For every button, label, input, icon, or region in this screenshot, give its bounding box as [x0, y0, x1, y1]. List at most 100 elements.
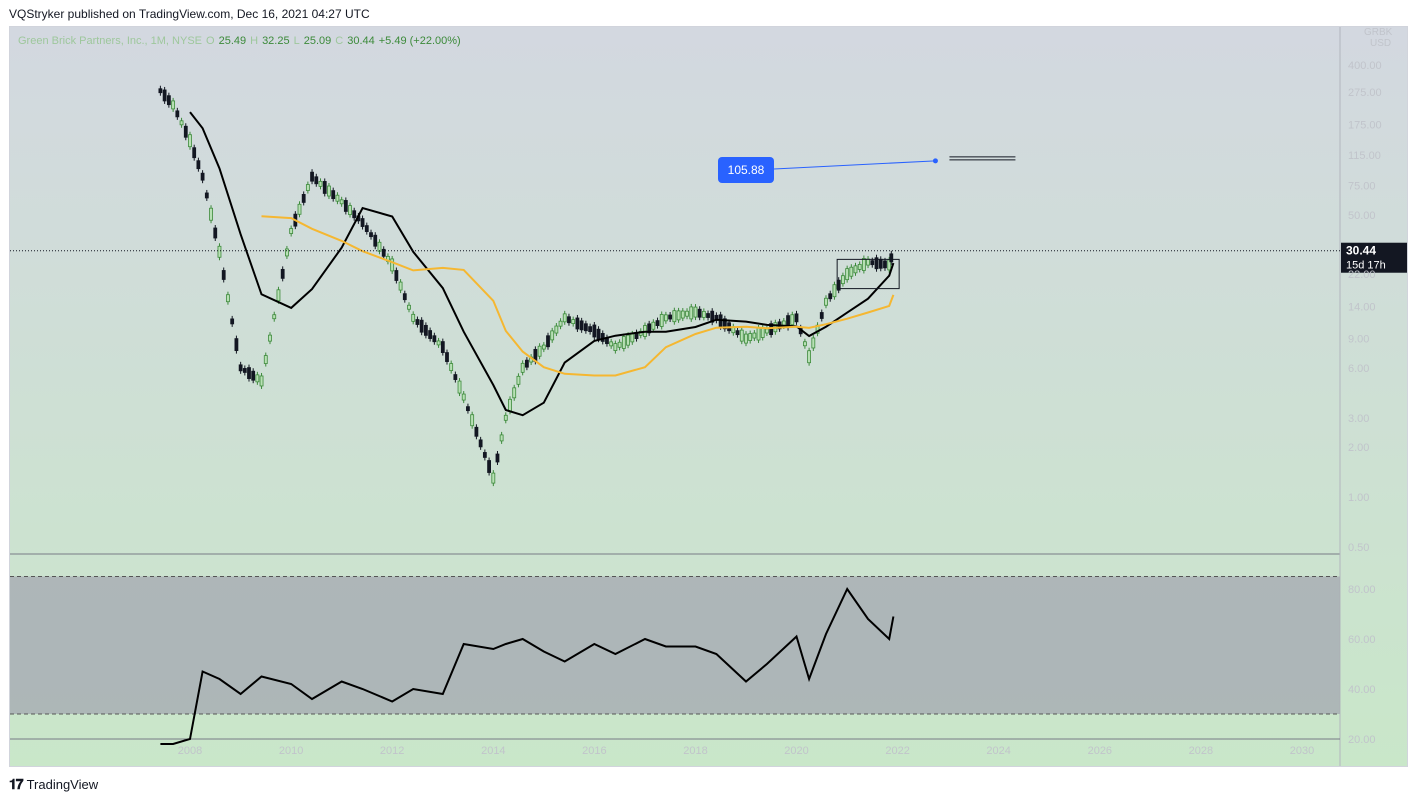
price-candle [701, 310, 706, 318]
price-candle [470, 414, 475, 427]
ma-slow-line [261, 215, 895, 377]
price-candle [255, 374, 260, 383]
footer-brand[interactable]: TradingView [26, 777, 99, 792]
price-candle [423, 324, 428, 336]
chart-frame[interactable]: 30.44 15d 17h 105.88 400.00 275.00 175.00 115.… [9, 26, 1408, 767]
price-candle [508, 398, 512, 412]
price-candle [883, 260, 887, 269]
target-connector [773, 160, 936, 170]
price-candle [744, 333, 748, 344]
price-candle [811, 337, 816, 349]
price-candle [617, 341, 622, 348]
price-candle [748, 333, 753, 341]
price-candle [478, 439, 483, 448]
price-candle [238, 364, 243, 372]
price-candle [499, 434, 504, 442]
price-tick-label: 1.00 [1348, 492, 1369, 504]
price-candle [739, 329, 744, 342]
price-candle [453, 374, 458, 380]
price-candle [331, 190, 336, 200]
countdown-text: 15d 17h [1346, 260, 1386, 272]
price-candle [343, 200, 348, 212]
price-candle [764, 328, 769, 334]
price-candle [845, 268, 850, 281]
price-tick-label: 115.00 [1348, 150, 1381, 162]
price-tick-label: 175.00 [1348, 120, 1382, 132]
rsi-band [10, 576, 1340, 714]
price-candle [213, 227, 218, 239]
price-candle [276, 289, 281, 302]
price-candle [440, 341, 445, 353]
ohlc-legend: Green Brick Partners, Inc., 1M, NYSE O 25… [18, 35, 461, 47]
price-candle [318, 180, 323, 187]
time-tick-label: 2024 [986, 745, 1010, 757]
price-candle [402, 293, 407, 301]
chart-svg[interactable]: 30.44 15d 17h 105.88 400.00 275.00 175.00 115.… [10, 27, 1408, 767]
time-tick-label: 2012 [380, 745, 404, 757]
price-candle [790, 314, 795, 326]
price-candle [158, 88, 163, 94]
price-candle [419, 319, 424, 333]
price-candle [394, 270, 399, 281]
price-candle [263, 355, 268, 364]
price-candle [524, 359, 529, 368]
price-tick-label: 75.00 [1348, 181, 1376, 193]
price-candle [706, 313, 710, 318]
price-candle [226, 294, 230, 303]
price-candle [377, 241, 382, 252]
price-candle [335, 194, 340, 202]
time-tick-label: 2028 [1189, 745, 1213, 757]
price-candle [558, 320, 563, 327]
price-candle [819, 312, 824, 319]
footer[interactable]: 𝟏𝟕 TradingView [9, 776, 98, 793]
price-candle [685, 310, 689, 317]
price-candle [794, 313, 799, 323]
price-candle [857, 264, 862, 270]
price-candle [200, 172, 205, 181]
price-candle [352, 210, 357, 219]
price-candle [537, 345, 542, 357]
price-candle [242, 368, 247, 373]
price-candle [756, 327, 761, 341]
price-candle [322, 181, 327, 194]
price-tick-label: 275.00 [1348, 87, 1382, 99]
price-candle [230, 318, 235, 325]
price-tick-label: 9.00 [1348, 334, 1369, 346]
price-candle [668, 314, 673, 320]
time-tick-label: 2016 [582, 745, 606, 757]
target-label-box [718, 157, 774, 183]
price-tick-label: 3.00 [1348, 413, 1369, 425]
price-candle [689, 306, 694, 320]
legend-symbol: Green Brick Partners, Inc., 1M, NYSE [18, 35, 203, 47]
price-candle [693, 306, 698, 318]
time-tick-label: 2026 [1088, 745, 1112, 757]
legend-high-label: H [250, 35, 259, 47]
rsi-tick-label: 60.00 [1348, 634, 1376, 646]
price-candle [247, 367, 251, 379]
price-candle [889, 253, 894, 263]
price-candle [592, 324, 597, 338]
currency-top: GRBK [1364, 27, 1393, 38]
price-candle [663, 314, 668, 322]
price-candle [436, 340, 441, 346]
price-candle [824, 297, 828, 306]
target-label-text: 105.88 [728, 163, 765, 177]
price-candle [659, 314, 664, 327]
price-tick-label: 14.00 [1348, 302, 1376, 314]
price-candle [285, 248, 289, 257]
price-candle [192, 147, 197, 159]
price-candle [600, 333, 605, 342]
price-candle [411, 313, 416, 322]
ma-fast-line [189, 111, 895, 417]
time-tick-label: 2020 [784, 745, 808, 757]
price-candle [364, 225, 369, 232]
price-candle [752, 332, 757, 339]
time-tick-label: 2022 [885, 745, 909, 757]
price-candle [373, 234, 378, 247]
price-candle [621, 336, 626, 349]
price-candle [449, 363, 454, 371]
price-candle [651, 321, 656, 330]
price-candle [832, 284, 837, 298]
price-candle [183, 125, 188, 138]
price-candle [878, 258, 883, 269]
